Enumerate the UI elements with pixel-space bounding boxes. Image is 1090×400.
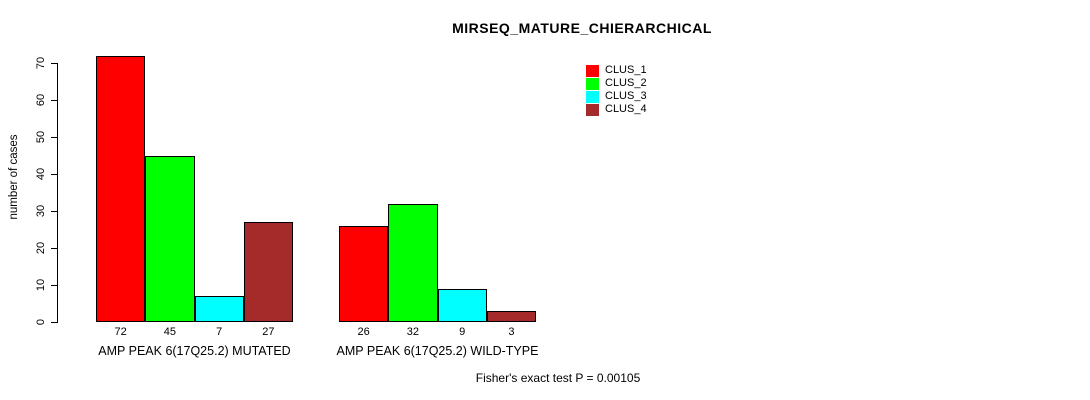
legend-label: CLUS_3 — [605, 90, 647, 102]
tick-label: 50 — [35, 130, 47, 144]
legend-item: CLUS_1 — [586, 64, 647, 77]
legend-swatch-icon — [586, 77, 599, 90]
tick-mark — [51, 248, 57, 249]
bar — [437, 288, 487, 322]
bar — [243, 222, 293, 322]
tick-label: 0 — [35, 318, 47, 326]
tick-mark — [51, 63, 57, 64]
legend-label: CLUS_1 — [605, 64, 647, 76]
tick-mark — [51, 174, 57, 175]
tick-label: 10 — [35, 278, 47, 292]
legend-item: CLUS_3 — [586, 90, 647, 103]
tick-mark — [51, 100, 57, 101]
legend-item: CLUS_4 — [586, 103, 647, 116]
tick-label: 30 — [35, 204, 47, 218]
bar — [194, 296, 244, 322]
tick-mark — [51, 285, 57, 286]
bar-value-label: 3 — [508, 326, 515, 338]
bar-value-label: 32 — [406, 326, 419, 338]
category-label: AMP PEAK 6(17Q25.2) MUTATED — [98, 344, 291, 358]
legend-label: CLUS_4 — [605, 103, 647, 115]
legend-item: CLUS_2 — [586, 77, 647, 90]
bar — [388, 203, 438, 322]
bar — [96, 55, 146, 322]
y-axis-label: number of cases — [8, 134, 20, 220]
tick-mark — [51, 211, 57, 212]
legend-swatch-icon — [586, 90, 599, 103]
legend-label: CLUS_2 — [605, 77, 647, 89]
tick-label: 40 — [35, 167, 47, 181]
bar-value-label: 26 — [357, 326, 370, 338]
bar-value-label: 9 — [459, 326, 466, 338]
legend-swatch-icon — [586, 64, 599, 77]
category-label: AMP PEAK 6(17Q25.2) WILD-TYPE — [336, 344, 539, 358]
chart-title: MIRSEQ_MATURE_CHIERARCHICAL — [452, 20, 712, 36]
tick-label: 70 — [35, 56, 47, 70]
bar-value-label: 45 — [163, 326, 176, 338]
bar-value-label: 72 — [114, 326, 127, 338]
y-axis-line — [57, 63, 58, 323]
bar — [339, 225, 389, 322]
legend: CLUS_1 CLUS_2 CLUS_3 CLUS_4 — [586, 64, 647, 116]
legend-swatch-icon — [586, 103, 599, 116]
tick-label: 60 — [35, 93, 47, 107]
stat-annotation: Fisher's exact test P = 0.00105 — [475, 371, 641, 385]
bar-value-label: 27 — [262, 326, 275, 338]
tick-mark — [51, 322, 57, 323]
tick-mark — [51, 137, 57, 138]
bar-value-label: 7 — [216, 326, 223, 338]
bar — [145, 155, 195, 322]
tick-label: 20 — [35, 241, 47, 255]
bar — [486, 310, 536, 322]
